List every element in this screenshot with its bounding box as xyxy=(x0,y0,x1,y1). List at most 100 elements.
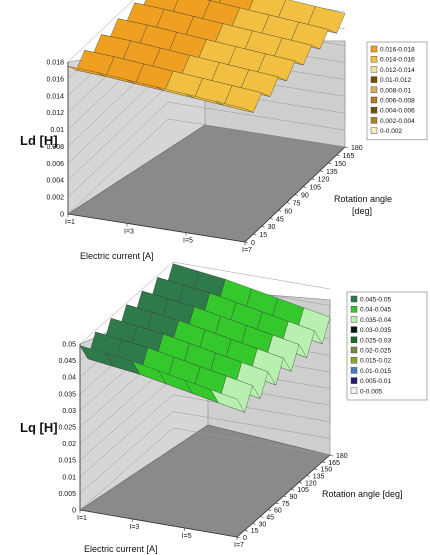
ld-y-tick-label: 45 xyxy=(276,216,284,223)
lq-legend-swatch xyxy=(350,336,358,343)
ld-surface xyxy=(67,0,346,113)
ld-x-tick-label: I=7 xyxy=(242,247,252,254)
lq-y-tick xyxy=(275,502,279,505)
ld-y-tick xyxy=(286,202,290,204)
ld-y-tick xyxy=(253,233,257,236)
ld-legend-swatch xyxy=(370,76,378,83)
ld-x-label: Electric current [A] xyxy=(80,251,154,261)
ld-legend-swatch xyxy=(370,106,378,114)
ld-y-tick xyxy=(344,146,349,149)
lq-y-tick xyxy=(306,475,310,477)
ld-y-tick-label: 135 xyxy=(326,169,338,176)
ld-y-tick-label: 0 xyxy=(251,240,255,247)
ld-x-tick-label: I=1 xyxy=(65,219,75,226)
ld-y-tick-label: 90 xyxy=(301,193,309,200)
lq-legend-swatch xyxy=(350,306,358,313)
lq-y-tick xyxy=(291,488,295,491)
lq-y-tick-label: 60 xyxy=(274,508,282,515)
ld-z-label: Ld [H] xyxy=(20,133,58,148)
lq-z-tick-label: 0.015 xyxy=(58,458,76,465)
ld-legend-swatch xyxy=(370,45,378,53)
lq-z-tick-label: 0.025 xyxy=(58,425,76,432)
ld-z-tick-label: 0.006 xyxy=(46,161,64,168)
lq-z-tick-label: 0.035 xyxy=(58,391,76,398)
lq-z-gridline xyxy=(79,427,331,511)
lq-z-tick-label: 0.05 xyxy=(62,342,76,349)
ld-y-tick xyxy=(328,162,332,165)
ld-y-tick xyxy=(303,186,307,188)
lq-y-tick-label: 30 xyxy=(259,521,267,528)
lq-z-gridline xyxy=(79,411,331,494)
ld-x-tick-label: I=5 xyxy=(183,238,193,245)
lq-y-tick xyxy=(322,461,326,464)
ld-z-gridline xyxy=(67,101,346,198)
ld-legend: 0.016-0.018 0.014-0.016 0.012-0.014 0.01-0.… xyxy=(366,41,428,141)
lq-y-tick-label: 165 xyxy=(328,460,340,467)
lq-legend-swatch xyxy=(350,346,358,354)
lq-y-tick-label: 90 xyxy=(290,494,298,501)
lq-y-tick xyxy=(283,495,287,498)
lq-y-label-line1: Rotation angle [deg] xyxy=(322,489,403,499)
lq-y-tick xyxy=(267,509,272,511)
ld-legend-label: 0.006-0.008 xyxy=(380,98,415,105)
ld-y-label-line2: [deg] xyxy=(352,206,372,216)
ld-y-label-line1: Rotation angle xyxy=(334,194,392,204)
ld-z-tick-label: 0.018 xyxy=(46,60,64,67)
lq-z-tick-label: 0.03 xyxy=(62,408,76,415)
ld-legend-frame xyxy=(366,41,428,141)
lq-y-tick xyxy=(252,523,256,525)
lq-legend-label: 0.005-0.01 xyxy=(360,378,391,385)
ld-chart: 0 0.002 0.004 0.006 0.008 0.01 0.012 0.014 0.016… xyxy=(20,0,428,261)
ld-legend-swatch xyxy=(370,96,378,104)
lq-y-tick-label: 180 xyxy=(336,453,348,460)
ld-y-tick xyxy=(269,217,274,220)
lq-z-ticks: 0 0.005 0.01 0.015 0.02 0.025 0.03 0.035 0.04 0.0… xyxy=(58,342,76,515)
ld-legend-label: 0.012-0.014 xyxy=(380,67,415,74)
ld-y-tick-label: 165 xyxy=(343,153,355,160)
ld-x-axis xyxy=(67,213,246,243)
ld-z-tick-label: 0.002 xyxy=(46,195,64,202)
ld-legend-label: 0.014-0.016 xyxy=(380,57,415,64)
ld-y-tick-label: 15 xyxy=(259,232,267,239)
ld-x-tick-label: I=3 xyxy=(124,228,134,235)
ld-legend-label: 0-0.002 xyxy=(380,128,402,135)
ld-y-tick xyxy=(294,194,299,196)
lq-y-tick xyxy=(314,468,318,470)
lq-legend-label: 0.04-0.045 xyxy=(360,307,391,314)
lq-surface xyxy=(79,263,331,413)
lq-x-ticks: I=1 I=3 I=5 I=7 xyxy=(77,510,244,549)
ld-y-tick-label: 105 xyxy=(309,185,321,192)
ld-z-gridline xyxy=(67,118,346,215)
lq-legend-label: 0.035-0.04 xyxy=(360,317,391,324)
ld-z-ticks: 0 0.002 0.004 0.006 0.008 0.01 0.012 0.014 0.016… xyxy=(46,60,64,219)
lq-legend-frame xyxy=(346,291,428,401)
lq-legend-swatch xyxy=(350,387,358,394)
ld-legend-swatch xyxy=(370,117,378,124)
lq-legend: 0.045-0.05 0.04-0.045 0.035-0.04 0.03-0.035… xyxy=(346,291,428,401)
lq-legend-swatch xyxy=(350,295,358,303)
lq-z-tick-label: 0 xyxy=(72,508,76,515)
lq-z-gridline xyxy=(79,394,331,477)
ld-legend-swatch xyxy=(370,66,378,73)
lq-surface-patch xyxy=(210,389,246,413)
lq-legend-label: 0-0.005 xyxy=(360,388,382,395)
ld-y-tick xyxy=(319,170,324,173)
ld-z-tick-label: 0.01 xyxy=(50,127,64,134)
ld-x-ticks: I=1 I=3 I=5 I=7 xyxy=(65,214,252,254)
lq-legend-label: 0.03-0.035 xyxy=(360,327,391,334)
ld-legend-swatch xyxy=(370,127,378,134)
lq-legend-label: 0.015-0.02 xyxy=(360,358,391,365)
lq-y-tick-label: 0 xyxy=(243,535,247,542)
ld-z-tick-label: 0.008 xyxy=(46,144,64,151)
lq-y-tick xyxy=(298,482,303,484)
lq-y-tick-label: 75 xyxy=(282,501,290,508)
ld-legend-swatch xyxy=(370,86,378,94)
lq-z-tick-label: 0.01 xyxy=(62,474,76,481)
lq-legend-label: 0.02-0.025 xyxy=(360,348,391,355)
lq-x-axis xyxy=(79,509,238,538)
ld-legend-label: 0.004-0.006 xyxy=(380,108,415,115)
lq-y-tick-label: 150 xyxy=(321,467,333,474)
ld-y-tick-label: 60 xyxy=(284,208,292,215)
